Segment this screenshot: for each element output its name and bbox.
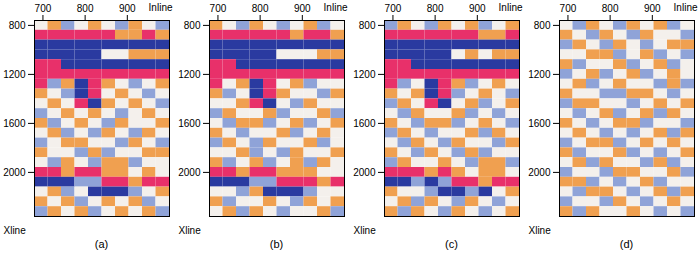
svg-text:1200: 1200 <box>178 69 201 80</box>
svg-text:700: 700 <box>385 3 402 14</box>
svg-text:900: 900 <box>119 3 136 14</box>
svg-text:800: 800 <box>252 3 269 14</box>
svg-text:2000: 2000 <box>178 167 201 178</box>
svg-text:1200: 1200 <box>353 69 376 80</box>
svg-text:800: 800 <box>427 3 444 14</box>
svg-text:2000: 2000 <box>353 167 376 178</box>
html-text:(b): (b) <box>269 238 284 250</box>
svg-text:700: 700 <box>560 3 577 14</box>
svg-text:Inline: Inline <box>499 2 523 13</box>
svg-text:900: 900 <box>644 3 661 14</box>
svg-text:1200: 1200 <box>3 69 26 80</box>
svg-text:1200: 1200 <box>528 69 551 80</box>
svg-text:800: 800 <box>77 3 94 14</box>
svg-text:Xline: Xline <box>179 225 202 236</box>
svg-text:Inline: Inline <box>149 2 173 13</box>
svg-text:800: 800 <box>534 20 551 31</box>
svg-text:1600: 1600 <box>353 118 376 129</box>
svg-text:900: 900 <box>469 3 486 14</box>
svg-text:Xline: Xline <box>354 225 377 236</box>
html-text:(c): (c) <box>445 238 458 250</box>
svg-text:800: 800 <box>9 20 26 31</box>
svg-text:2000: 2000 <box>3 167 26 178</box>
svg-text:1600: 1600 <box>3 118 26 129</box>
svg-text:1600: 1600 <box>178 118 201 129</box>
svg-text:Xline: Xline <box>529 225 552 236</box>
svg-text:Xline: Xline <box>4 225 27 236</box>
svg-text:800: 800 <box>602 3 619 14</box>
svg-text:800: 800 <box>359 20 376 31</box>
svg-text:Inline: Inline <box>674 2 698 13</box>
svg-text:700: 700 <box>35 3 52 14</box>
svg-text:2000: 2000 <box>528 167 551 178</box>
html-text:(d): (d) <box>619 238 634 250</box>
svg-text:1600: 1600 <box>528 118 551 129</box>
html-text:(a): (a) <box>94 238 109 250</box>
svg-text:700: 700 <box>210 3 227 14</box>
svg-text:800: 800 <box>184 20 201 31</box>
svg-text:Inline: Inline <box>324 2 348 13</box>
svg-text:900: 900 <box>294 3 311 14</box>
